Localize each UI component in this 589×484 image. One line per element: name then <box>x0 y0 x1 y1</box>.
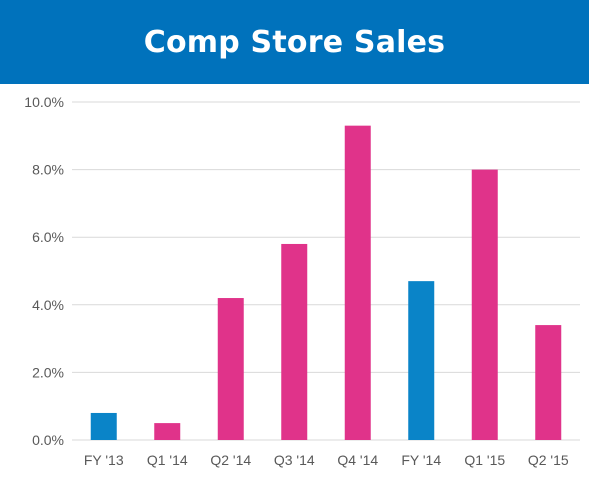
x-tick-label: Q2 '14 <box>210 452 251 468</box>
y-tick-label: 10.0% <box>24 94 64 110</box>
x-tick-label: Q3 '14 <box>274 452 315 468</box>
y-tick-label: 0.0% <box>32 432 64 448</box>
bar-1 <box>154 423 181 440</box>
bar-7 <box>535 325 562 440</box>
bar-3 <box>281 243 308 440</box>
x-tick-label: Q4 '14 <box>337 452 378 468</box>
x-tick-label: FY '13 <box>84 452 124 468</box>
x-tick-label: Q2 '15 <box>528 452 569 468</box>
y-tick-label: 2.0% <box>32 364 64 380</box>
chart-header: Comp Store Sales <box>0 0 589 84</box>
bar-2 <box>217 298 244 440</box>
bar-chart: 0.0% 2.0% 4.0% 6.0% 8.0% 10.0% FY '13 Q1 '14 Q2… <box>24 94 580 468</box>
y-tick-label: 8.0% <box>32 162 64 178</box>
x-tick-label: FY '14 <box>401 452 441 468</box>
bar-6 <box>471 169 498 440</box>
x-tick-label: Q1 '14 <box>147 452 188 468</box>
x-tick-label: Q1 '15 <box>464 452 505 468</box>
bars <box>90 125 562 440</box>
y-tick-label: 4.0% <box>32 297 64 313</box>
chart-title: Comp Store Sales <box>143 24 446 60</box>
bar-0 <box>90 412 117 440</box>
gridlines <box>72 101 580 441</box>
x-axis-ticks: FY '13 Q1 '14 Q2 '14 Q3 '14 Q4 '14 FY '14 Q1 '… <box>84 452 569 468</box>
bar-5 <box>408 281 435 440</box>
y-tick-label: 6.0% <box>32 229 64 245</box>
y-axis-ticks: 0.0% 2.0% 4.0% 6.0% 8.0% 10.0% <box>24 94 64 448</box>
bar-4 <box>344 125 371 440</box>
